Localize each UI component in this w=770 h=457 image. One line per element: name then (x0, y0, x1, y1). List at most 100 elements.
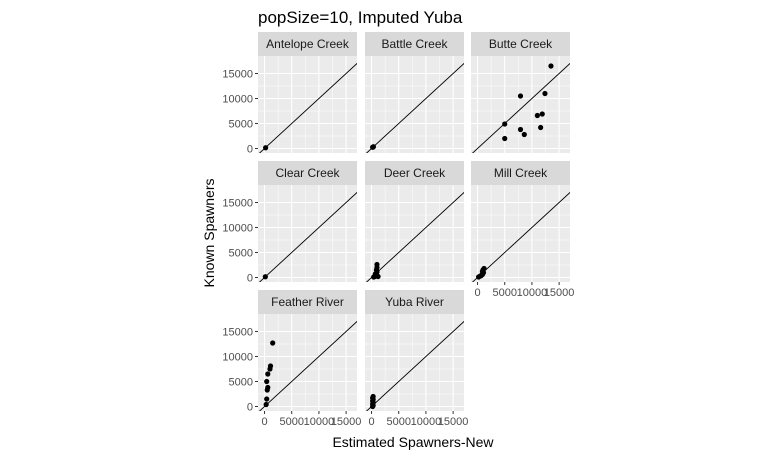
x-tick-label: 5000 (386, 416, 410, 428)
data-point (263, 401, 269, 408)
facet-strip-label: Feather River (271, 295, 344, 309)
data-point (265, 371, 271, 377)
data-point (263, 145, 269, 151)
facet-plot-area (258, 314, 357, 411)
facet-strip-label: Mill Creek (494, 166, 548, 180)
data-point (267, 363, 274, 369)
data-point (534, 112, 540, 119)
reference-line-y-equals-x (365, 191, 464, 282)
facet-panel-background (258, 56, 357, 153)
data-point (539, 111, 545, 117)
data-point (265, 384, 271, 391)
y-tick-label: 10000 (222, 94, 253, 106)
data-point (548, 63, 554, 69)
data-point (481, 265, 487, 272)
y-tick-label: 5000 (229, 248, 253, 260)
facet-battle-creek: Battle Creek (365, 32, 464, 153)
data-point (270, 340, 276, 346)
facet-deer-creek: Deer Creek (365, 161, 464, 282)
facet-butte-creek: Butte Creek (471, 32, 570, 153)
facet-panel-background (471, 56, 570, 153)
facet-plot-area (365, 56, 464, 153)
reference-line-y-equals-x (471, 62, 570, 153)
facet-panel-background (365, 185, 464, 282)
y-tick-label: 0 (247, 402, 253, 414)
y-axis-title: Known Spawners (201, 179, 217, 288)
reference-line-y-equals-x (365, 320, 464, 411)
facet-panel-background (471, 185, 570, 282)
data-point (370, 144, 377, 150)
facet-plot-area (258, 56, 357, 153)
facet-strip (258, 290, 357, 314)
x-tick-label: 15000 (331, 416, 362, 428)
facet-panel-background (365, 314, 464, 411)
x-tick-label: 5000 (492, 287, 516, 299)
facet-strip-label: Clear Creek (275, 166, 340, 180)
facet-panel-background (258, 314, 357, 411)
reference-line-y-equals-x (258, 320, 357, 411)
data-point (264, 396, 270, 402)
y-tick-label: 15000 (222, 69, 253, 81)
x-tick-label: 0 (261, 416, 267, 428)
x-tick-label: 0 (368, 416, 374, 428)
facet-panel-background (365, 56, 464, 153)
facet-plot-area (471, 56, 570, 153)
reference-line-y-equals-x (471, 191, 570, 282)
data-point (517, 93, 524, 99)
data-point (502, 121, 508, 127)
x-tick-label: 15000 (544, 287, 575, 299)
chart-title: popSize=10, Imputed Yuba (258, 8, 463, 27)
facet-clear-creek: Clear Creek 0 5000 10000 15000 (222, 161, 357, 285)
x-tick-label: 10000 (304, 416, 335, 428)
facet-plot-area (365, 185, 464, 282)
data-point (370, 393, 376, 400)
x-axis-title: Estimated Spawners-New (332, 434, 494, 450)
x-tick-label: 10000 (517, 287, 548, 299)
x-tick-label: 15000 (438, 416, 469, 428)
reference-line-y-equals-x (258, 62, 357, 153)
facet-strip-label: Yuba River (385, 295, 444, 309)
facet-strip (258, 161, 357, 185)
data-point (538, 124, 544, 131)
x-tick-label: 5000 (279, 416, 303, 428)
facet-panel-background (258, 185, 357, 282)
data-point (374, 261, 380, 268)
y-tick-label: 10000 (222, 352, 253, 364)
data-point (542, 90, 548, 97)
facet-strip-label: Antelope Creek (266, 37, 350, 51)
facet-plot-area (471, 185, 570, 282)
y-tick-label: 10000 (222, 223, 253, 235)
reference-line-y-equals-x (258, 191, 357, 282)
y-tick-label: 5000 (229, 377, 253, 389)
facet-strip-label: Deer Creek (384, 166, 446, 180)
facet-strip-label: Battle Creek (381, 37, 448, 51)
facet-strip-label: Butte Creek (489, 37, 553, 51)
y-tick-label: 15000 (222, 327, 253, 339)
data-point (517, 126, 524, 133)
facet-plot-area (258, 185, 357, 282)
x-tick-label: 0 (474, 287, 480, 299)
data-point (264, 378, 270, 385)
reference-line-y-equals-x (365, 62, 464, 153)
facet-strip (365, 32, 464, 56)
facet-plot-area (365, 314, 464, 411)
data-point (262, 274, 268, 280)
y-tick-label: 5000 (229, 119, 253, 131)
facet-strip (258, 32, 357, 56)
facet-strip (365, 290, 464, 314)
facet-strip (365, 161, 464, 185)
y-tick-label: 15000 (222, 198, 253, 210)
facet-strip (471, 161, 570, 185)
y-tick-label: 0 (247, 273, 253, 285)
facet-strip (471, 32, 570, 56)
data-point (521, 131, 527, 138)
y-tick-label: 0 (247, 144, 253, 156)
facet-antelope-creek: Antelope Creek 0 5000 10000 15000 (222, 32, 357, 156)
data-point (502, 135, 508, 142)
x-tick-label: 10000 (411, 416, 442, 428)
